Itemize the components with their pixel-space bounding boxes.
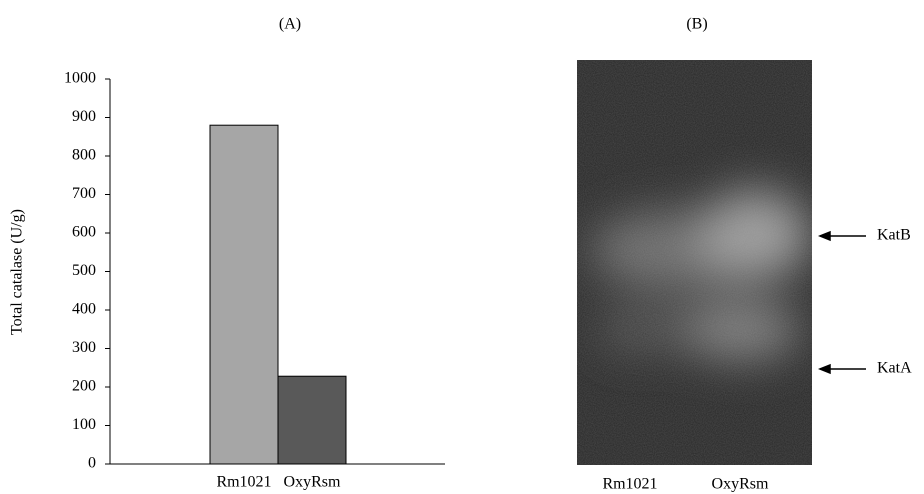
- y-tick-label: 100: [72, 416, 96, 433]
- y-tick-label: 1000: [64, 70, 96, 87]
- panel-b-title: (B): [686, 16, 707, 33]
- y-tick-label: 900: [72, 108, 96, 125]
- panel-a-title: (A): [279, 16, 301, 33]
- gel-image: [577, 60, 812, 465]
- y-tick-label: 600: [72, 224, 96, 241]
- y-tick-label: 200: [72, 378, 96, 395]
- band-label: KatA: [877, 360, 912, 377]
- bar: [278, 376, 346, 464]
- y-tick-label: 700: [72, 185, 96, 202]
- y-tick-label: 0: [88, 455, 96, 472]
- y-tick-label: 400: [72, 301, 96, 318]
- lane-label: OxyRsm: [712, 476, 769, 493]
- band-label: KatB: [877, 227, 911, 244]
- bar: [210, 125, 278, 464]
- lane-label: Rm1021: [602, 476, 657, 493]
- x-tick-label: Rm1021: [216, 474, 271, 491]
- y-axis-label: Total catalase (U/g): [9, 209, 26, 335]
- figure: (A) Total catalase (U/g) 0 100 200 300 400 50…: [0, 0, 924, 494]
- x-tick-label: OxyRsm: [284, 474, 341, 491]
- bar-plot: 0 100 200 300 400 500 600 700 800 900 1000 Rm1021 Ox…: [64, 70, 346, 491]
- page: {"chart_data": {"type": "bar", "title": …: [0, 0, 924, 494]
- y-tick-label: 300: [72, 339, 96, 356]
- y-tick-label: 500: [72, 262, 96, 279]
- band-arrows: [820, 232, 866, 373]
- y-tick-label: 800: [72, 147, 96, 164]
